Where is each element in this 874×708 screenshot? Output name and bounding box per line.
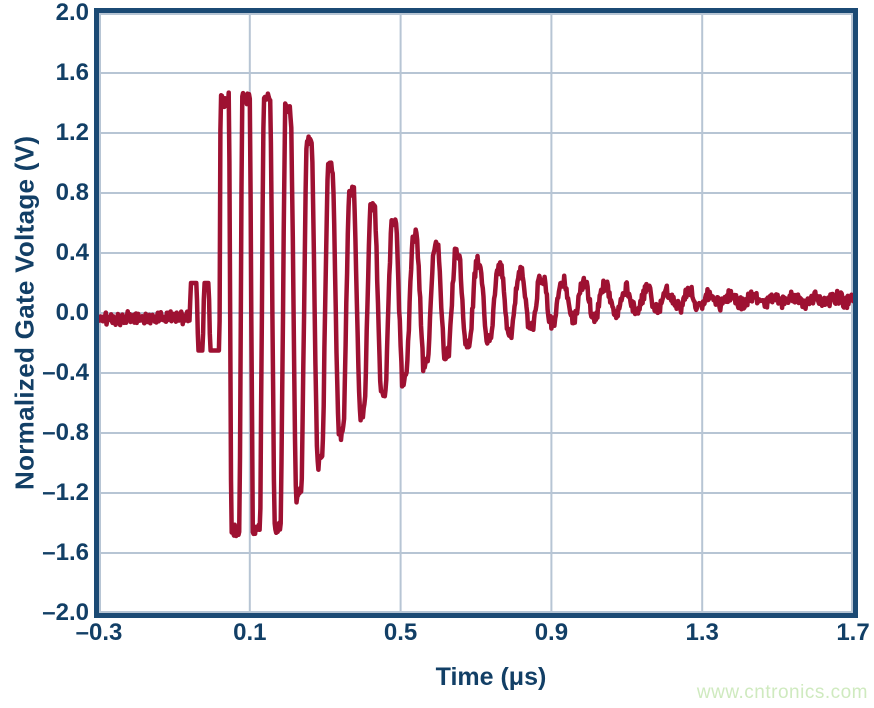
- y-tick-label: –1.6: [42, 539, 89, 566]
- y-tick-label: 0.8: [55, 179, 89, 206]
- y-tick-label: 2.0: [55, 0, 89, 26]
- waveform-plot: [99, 13, 853, 613]
- y-tick-label: –0.4: [42, 359, 89, 386]
- y-tick-label: 0.4: [55, 239, 89, 266]
- gate-voltage-trace: [99, 90, 853, 539]
- y-tick-label: 0.0: [55, 299, 89, 326]
- plot-area: [94, 8, 858, 618]
- y-tick-label: –2.0: [42, 599, 89, 626]
- x-tick-label: 1.7: [836, 619, 870, 646]
- y-tick-label: 1.2: [55, 119, 89, 146]
- x-tick-label: 0.1: [233, 619, 267, 646]
- x-tick-label: 0.5: [383, 619, 418, 646]
- gridlines: [99, 13, 853, 613]
- y-tick-label: –0.8: [42, 419, 89, 446]
- x-tick-label: –0.3: [75, 619, 123, 646]
- y-tick-label: 1.6: [55, 59, 89, 86]
- x-tick-label: 1.3: [685, 619, 719, 646]
- watermark-url: www.cntronics.com: [696, 682, 868, 703]
- x-tick-label: 0.9: [534, 619, 569, 646]
- x-axis-title: Time (μs): [435, 663, 547, 691]
- y-tick-label: –1.2: [42, 479, 89, 506]
